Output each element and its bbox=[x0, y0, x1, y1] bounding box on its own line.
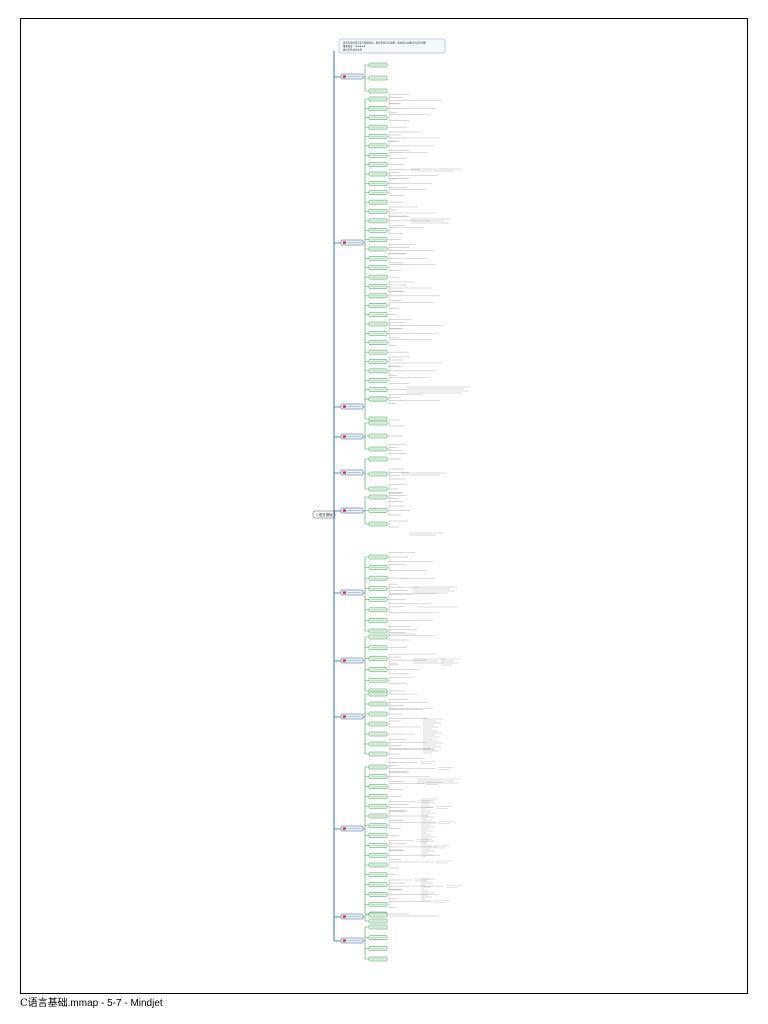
mindmap-diagram: C语言基础 这里存放的是C语言基础知识，把这些知识弄清楚，基本就可以解决大部分问题… bbox=[312, 38, 471, 962]
branch-6-marker bbox=[343, 591, 346, 594]
window-title: C语言基础.mmap - 5-7 - Mindjet bbox=[20, 994, 163, 1009]
branch-3-marker bbox=[343, 435, 346, 438]
branch-2-marker bbox=[343, 405, 346, 408]
branch-5-marker bbox=[343, 509, 346, 512]
branch-11-marker bbox=[343, 939, 346, 942]
branch-0-marker bbox=[343, 75, 346, 78]
note-line-1: 重要程度：★★★★★ bbox=[343, 44, 366, 48]
branch-10-marker bbox=[343, 915, 346, 918]
mindmap-canvas[interactable]: C语言基础 这里存放的是C语言基础知识，把这些知识弄清楚，基本就可以解决大部分问题… bbox=[20, 18, 748, 994]
note-line-0: 这里存放的是C语言基础知识，把这些知识弄清楚，基本就可以解决大部分问题 bbox=[343, 41, 427, 45]
note-line-2: 建议先熟读本文档 bbox=[343, 48, 363, 52]
branch-9-marker bbox=[343, 827, 346, 830]
window-title-rest: .mmap - 5-7 - Mindjet bbox=[67, 998, 163, 1009]
note-box bbox=[338, 38, 446, 54]
branch-4-marker bbox=[343, 471, 346, 474]
branch-8-marker bbox=[343, 715, 346, 718]
window-title-cjk: C语言基础 bbox=[20, 998, 68, 1009]
central-topic-label: C语言基础 bbox=[316, 512, 333, 517]
branch-1-marker bbox=[343, 241, 346, 244]
branch-7-marker bbox=[343, 659, 346, 662]
